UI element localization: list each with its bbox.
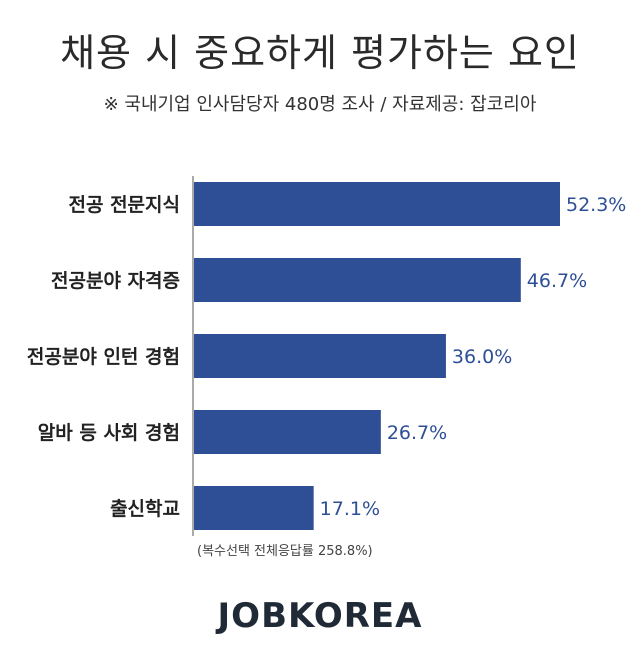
bar-0 bbox=[194, 182, 560, 226]
bar-1 bbox=[194, 258, 521, 302]
chart-subtitle: ※ 국내기업 인사담당자 480명 조사 / 자료제공: 잡코리아 bbox=[103, 94, 537, 115]
footnote: (복수선택 전체응답률 258.8%) bbox=[197, 544, 373, 559]
category-label-3: 알바 등 사회 경험 bbox=[38, 422, 180, 444]
bar-3 bbox=[194, 410, 381, 454]
jobkorea-logo: JOBKOREA bbox=[217, 596, 423, 636]
category-label-2: 전공분야 인턴 경험 bbox=[27, 346, 180, 368]
category-label-4: 출신학교 bbox=[110, 498, 180, 520]
value-label-2: 36.0% bbox=[452, 346, 512, 368]
category-label-0: 전공 전문지식 bbox=[69, 194, 181, 216]
chart-title: 채용 시 중요하게 평가하는 요인 bbox=[60, 31, 580, 75]
bar-4 bbox=[194, 486, 314, 530]
category-label-1: 전공분야 자격증 bbox=[51, 270, 180, 292]
value-label-1: 46.7% bbox=[527, 270, 587, 292]
value-label-0: 52.3% bbox=[566, 194, 626, 216]
value-label-3: 26.7% bbox=[387, 422, 447, 444]
value-label-4: 17.1% bbox=[320, 498, 380, 520]
bar-2 bbox=[194, 334, 446, 378]
